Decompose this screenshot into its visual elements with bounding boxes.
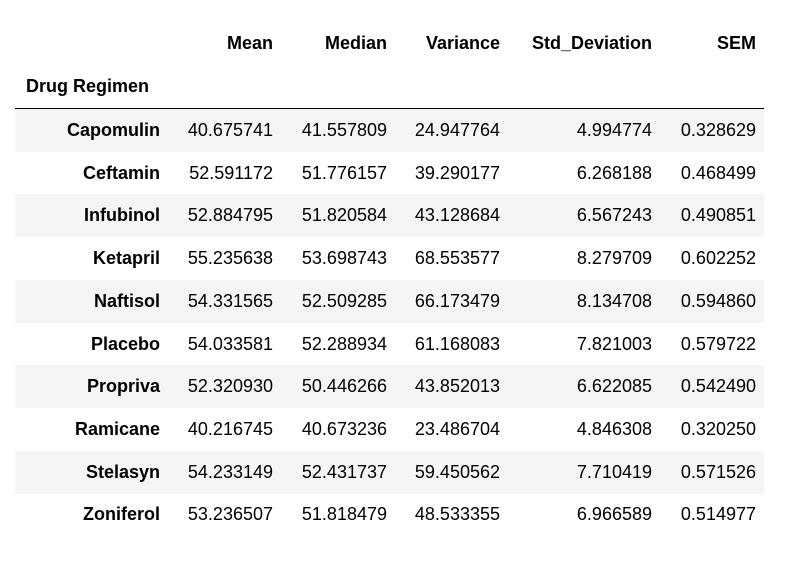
row-stripe <box>15 450 764 494</box>
table-cell: 0.571526 <box>680 461 756 482</box>
row-stripe <box>15 365 764 409</box>
table-cell: 40.675741 <box>187 120 273 140</box>
row-label: Propriva <box>86 376 160 397</box>
table-cell: 0.602252 <box>680 248 756 269</box>
table-cell: 68.553577 <box>414 248 500 269</box>
table-cell: 40.216745 <box>187 418 273 439</box>
table-cell: 8.134708 <box>576 290 652 311</box>
table-cell: 51.820584 <box>301 205 387 226</box>
column-header: Mean <box>226 33 273 53</box>
table-cell: 0.542490 <box>680 376 756 397</box>
row-label: Zoniferol <box>83 504 160 525</box>
table-cell: 55.235638 <box>187 248 273 269</box>
row-label: Stelasyn <box>85 461 160 482</box>
column-header: Median <box>324 33 387 53</box>
table-cell: 52.431737 <box>301 461 387 482</box>
row-label: Capomulin <box>67 120 160 140</box>
table-cell: 0.468499 <box>680 162 756 183</box>
table-cell: 43.128684 <box>414 205 500 226</box>
table-cell: 8.279709 <box>576 248 652 269</box>
table-cell: 50.446266 <box>301 376 387 397</box>
table-cell: 52.288934 <box>301 333 387 354</box>
table-cell: 24.947764 <box>414 120 500 140</box>
table-cell: 0.579722 <box>680 333 756 354</box>
row-label: Ketapril <box>92 248 160 269</box>
table-cell: 52.509285 <box>301 290 387 311</box>
table-cell: 61.168083 <box>414 333 500 354</box>
table-cell: 52.591172 <box>189 162 273 183</box>
table-cell: 66.173479 <box>414 290 500 311</box>
table-cell: 4.994774 <box>576 120 652 140</box>
table-cell: 6.268188 <box>576 162 652 183</box>
table-cell: 39.290177 <box>414 162 500 183</box>
row-label: Ramicane <box>74 418 160 439</box>
table-cell: 48.533355 <box>414 504 500 525</box>
table-cell: 54.233149 <box>187 461 273 482</box>
table-cell: 6.622085 <box>576 376 652 397</box>
table-cell: 43.852013 <box>414 376 500 397</box>
table-cell: 23.486704 <box>414 418 500 439</box>
table-cell: 0.490851 <box>680 205 756 226</box>
table-cell: 52.884795 <box>187 205 273 226</box>
table-cell: 41.557809 <box>301 120 387 140</box>
row-label: Placebo <box>90 333 160 354</box>
table-cell: 53.236507 <box>187 504 273 525</box>
row-stripe <box>15 279 764 323</box>
column-header: Std_Deviation <box>531 33 652 53</box>
table-cell: 0.514977 <box>680 504 756 525</box>
table-cell: 52.320930 <box>187 376 273 397</box>
table-cell: 6.567243 <box>576 205 652 226</box>
table-cell: 40.673236 <box>301 418 387 439</box>
row-label: Naftisol <box>93 290 160 311</box>
row-label: Ceftamin <box>82 162 160 183</box>
table-cell: 7.710419 <box>576 461 652 482</box>
table-cell: 6.966589 <box>576 504 652 525</box>
table-cell: 51.776157 <box>301 162 387 183</box>
table-cell: 0.328629 <box>680 120 756 140</box>
table-cell: 59.450562 <box>414 461 500 482</box>
table-cell: 4.846308 <box>576 418 652 439</box>
table-cell: 0.320250 <box>680 418 756 439</box>
row-stripe <box>15 109 764 152</box>
column-header: Variance <box>425 33 500 53</box>
table-cell: 51.818479 <box>301 504 387 525</box>
table-cell: 7.821003 <box>576 333 652 354</box>
row-label: Infubinol <box>84 205 160 226</box>
header-rule <box>15 108 764 109</box>
table-cell: 53.698743 <box>301 248 387 269</box>
table-cell: 54.033581 <box>187 333 273 354</box>
table-cell: 0.594860 <box>680 290 756 311</box>
table-cell: 54.331565 <box>187 290 273 311</box>
index-name: Drug Regimen <box>26 76 150 96</box>
dataframe-table: Mean Median Variance Std_Deviation SEM Drug R… <box>15 22 764 524</box>
row-stripe <box>15 194 764 238</box>
column-header: SEM <box>716 33 756 53</box>
